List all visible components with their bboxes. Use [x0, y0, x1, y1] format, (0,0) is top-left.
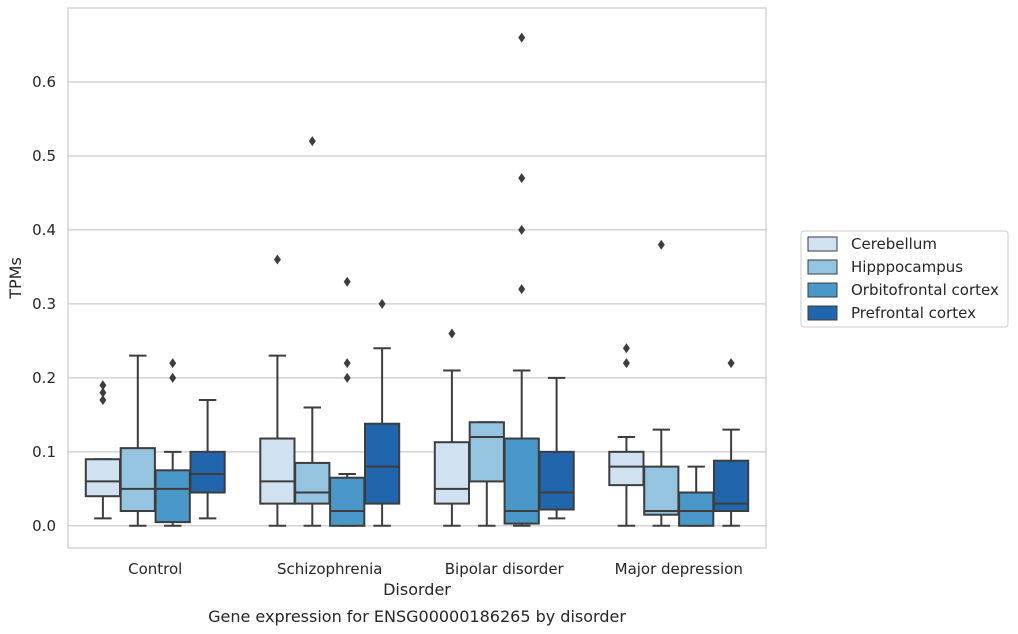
- box-prefrontal-cortex: [712, 358, 750, 527]
- legend-swatch: [807, 282, 838, 298]
- box-prefrontal-cortex: [538, 376, 575, 520]
- x-axis-label: Disorder: [383, 580, 451, 599]
- y-tick-label: 0.0: [32, 517, 56, 535]
- box-iqr: [433, 441, 471, 505]
- box-iqr: [119, 447, 156, 513]
- box-iqr: [643, 465, 680, 516]
- x-tick-label: Control: [128, 560, 182, 578]
- box-iqr: [678, 491, 715, 527]
- x-tick-labels: Control Schizophrenia Bipolar disorder Majo…: [128, 560, 743, 578]
- box-iqr: [608, 450, 645, 487]
- box-prefrontal-cortex: [189, 399, 226, 520]
- box-iqr: [538, 450, 575, 511]
- outlier-point: [622, 358, 630, 369]
- box-cerebellum: [608, 343, 645, 527]
- box-iqr: [84, 458, 122, 498]
- plot-frame: [67, 7, 767, 549]
- x-tick-label: Major depression: [615, 560, 743, 578]
- outlier-point: [518, 224, 526, 235]
- box-hipppocampus: [119, 354, 156, 527]
- y-tick-label: 0.2: [32, 369, 56, 387]
- outlier-point: [308, 136, 316, 147]
- figure-caption: Gene expression for ENSG00000186265 by d…: [208, 607, 626, 626]
- x-tick-label: Schizophrenia: [277, 560, 382, 578]
- outlier-point: [518, 173, 526, 184]
- gridlines: [68, 81, 766, 527]
- box-orbitofrontal-cortex: [154, 358, 191, 527]
- box-cerebellum: [433, 328, 471, 527]
- box-orbitofrontal-cortex: [503, 32, 540, 527]
- outlier-point: [99, 387, 107, 398]
- legend-frame: [800, 230, 1009, 328]
- box-iqr: [468, 421, 505, 483]
- box-cerebellum: [84, 380, 122, 520]
- outlier-point: [378, 298, 386, 309]
- box-prefrontal-cortex: [363, 298, 401, 527]
- y-tick-label: 0.3: [32, 295, 56, 313]
- legend-label: Cerebellum: [851, 235, 937, 253]
- outlier-point: [657, 239, 665, 250]
- outlier-point: [169, 372, 177, 383]
- outlier-point: [99, 380, 107, 391]
- box-cerebellum: [259, 254, 296, 527]
- y-tick-label: 0.4: [32, 221, 56, 239]
- box-hipppocampus: [294, 136, 331, 527]
- y-tick-label: 0.6: [32, 73, 56, 91]
- outlier-point: [273, 254, 281, 265]
- box-iqr: [294, 461, 331, 505]
- outlier-point: [727, 358, 735, 369]
- legend-label: Prefrontal cortex: [851, 304, 976, 322]
- box-iqr: [259, 437, 296, 505]
- box-iqr: [363, 422, 401, 505]
- box-iqr: [503, 437, 540, 525]
- outlier-point: [343, 358, 351, 369]
- outlier-point: [448, 328, 456, 339]
- outlier-point: [169, 358, 177, 369]
- legend-label: Hipppocampus: [851, 258, 963, 276]
- outlier-point: [343, 276, 351, 287]
- box-iqr: [189, 450, 226, 494]
- box-orbitofrontal-cortex: [329, 276, 366, 527]
- y-axis-label: TPMs: [6, 257, 25, 300]
- box-hipppocampus: [643, 239, 680, 527]
- box-groups: [84, 32, 750, 527]
- legend: Cerebellum Hipppocampus Orbitofrontal cort…: [800, 230, 1009, 328]
- y-tick-label: 0.1: [32, 443, 56, 461]
- outlier-point: [343, 372, 351, 383]
- y-tick-label: 0.5: [32, 147, 56, 165]
- y-tick-labels: 0.0 0.1 0.2 0.3 0.4 0.5 0.6: [32, 73, 56, 535]
- x-tick-label: Bipolar disorder: [445, 560, 565, 578]
- outlier-point: [99, 395, 107, 406]
- legend-swatch: [807, 259, 838, 275]
- outlier-point: [518, 284, 526, 295]
- box-iqr: [329, 476, 366, 527]
- outlier-point: [622, 343, 630, 354]
- box-orbitofrontal-cortex: [678, 465, 715, 527]
- legend-swatch: [807, 236, 838, 252]
- outlier-point: [518, 32, 526, 43]
- box-iqr: [154, 469, 191, 524]
- box-hipppocampus: [468, 421, 505, 527]
- legend-label: Orbitofrontal cortex: [851, 281, 999, 299]
- legend-swatch: [807, 305, 838, 321]
